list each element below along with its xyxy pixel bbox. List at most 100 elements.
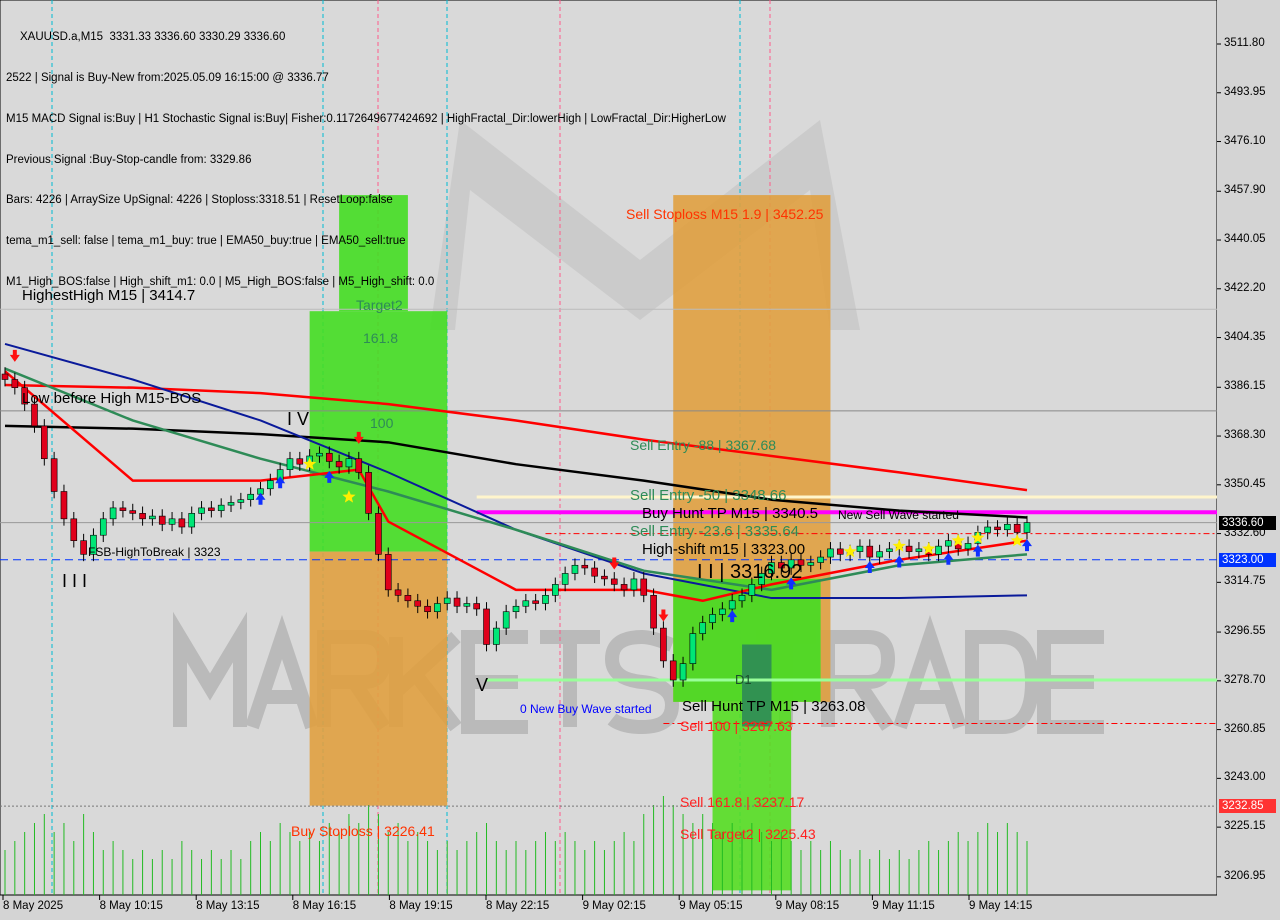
candle <box>109 501 117 526</box>
candle-body <box>227 502 235 506</box>
candle <box>945 533 952 553</box>
candle <box>316 446 323 463</box>
d1-label: D1 <box>735 672 752 687</box>
sell-entry-236-label: Sell Entry -23.6 | 3335.64 <box>630 523 799 540</box>
candle-body <box>473 603 480 610</box>
sell-target2-label: Sell Target2 | 3225.43 <box>680 826 816 842</box>
signal-zone <box>339 195 408 312</box>
chart-title: XAUUSD.a,M15 3331.33 3336.60 3330.29 333… <box>20 31 286 44</box>
candle-body <box>719 608 726 615</box>
info-line: M15 MACD Signal is:Buy | H1 Stochastic S… <box>6 112 726 125</box>
candle-body <box>1004 523 1011 531</box>
arrow-up-icon <box>1022 539 1032 552</box>
candle <box>807 555 815 573</box>
candle <box>876 544 883 564</box>
candle <box>404 588 412 608</box>
candle-body <box>119 507 127 511</box>
candle <box>90 528 97 562</box>
candle-body <box>1023 522 1031 533</box>
candle-body <box>778 562 785 569</box>
candle-body <box>699 622 707 634</box>
candle-body <box>316 452 323 457</box>
sell-entry-88-label: Sell Entry -88 | 3367.68 <box>630 437 777 453</box>
price-tick-label: 3404.35 <box>1224 330 1266 343</box>
fsb-label: FSB-HighToBreak | 3323 <box>88 545 221 559</box>
info-line: M1_High_BOS:false | High_shift_m1: 0.0 |… <box>6 275 435 288</box>
candle-body <box>856 545 864 552</box>
candle <box>188 506 196 534</box>
candle-body <box>787 559 795 569</box>
candle-body <box>365 472 372 514</box>
candle <box>856 539 864 559</box>
candle <box>158 509 166 532</box>
candle <box>620 577 628 597</box>
candle <box>778 555 785 575</box>
candle <box>660 621 667 668</box>
candle <box>345 451 353 474</box>
candle <box>443 591 451 611</box>
candle <box>601 569 608 586</box>
plot-area <box>0 0 1218 896</box>
candle <box>168 511 176 532</box>
candle-body <box>11 379 19 388</box>
price-tick-label: 3296.55 <box>1224 625 1266 638</box>
candle <box>689 626 697 671</box>
candle-body <box>610 578 618 585</box>
candle <box>512 599 520 619</box>
candle <box>699 615 707 641</box>
arrow-down-icon <box>658 609 669 622</box>
candle-body <box>99 518 107 536</box>
candle-body <box>60 491 68 520</box>
buy-stoploss-label: Buy Stoploss | 3226.41 <box>291 823 435 839</box>
candle-body <box>158 515 166 525</box>
arrow-up-icon <box>786 577 797 590</box>
price-tick-label: 3225.15 <box>1224 820 1266 833</box>
price-tick-label: 3368.30 <box>1224 429 1266 442</box>
candle-body <box>286 458 294 470</box>
watermark-letter <box>173 611 247 727</box>
candle-body <box>876 551 883 558</box>
candle-body <box>453 597 461 607</box>
new-sell-wave-label: New Sell Wave started <box>838 508 959 522</box>
candle <box>552 577 559 603</box>
candle <box>267 473 274 496</box>
candle <box>719 602 726 622</box>
candle-body <box>493 627 500 645</box>
candle <box>640 572 648 603</box>
candle-body <box>748 584 756 596</box>
candle <box>70 511 78 548</box>
candle-body <box>866 545 874 558</box>
price-tick-label: 3476.10 <box>1224 134 1266 147</box>
info-line: Previous Signal :Buy-Stop-candle from: 3… <box>6 153 252 166</box>
candle <box>296 451 304 472</box>
candle <box>217 498 225 518</box>
candle <box>493 621 500 652</box>
candle-body <box>797 559 805 566</box>
candle <box>610 572 618 592</box>
price-tick-label: 3457.90 <box>1224 184 1266 197</box>
watermark-logo-mark <box>430 120 860 330</box>
low-before-high-label: Low before High M15-BOS <box>22 390 202 407</box>
candle-body <box>964 543 972 550</box>
candle <box>463 596 471 614</box>
candle-body <box>728 600 736 610</box>
candle <box>836 542 844 562</box>
candle-body <box>355 458 363 473</box>
candle-body <box>571 564 579 574</box>
candle-body <box>463 603 471 607</box>
time-tick-label: 9 May 05:15 <box>679 900 743 912</box>
candle <box>561 566 569 592</box>
price-tick-label: 3422.20 <box>1224 281 1266 294</box>
candle-body <box>836 548 844 555</box>
candle-body <box>679 663 687 681</box>
high-shift-label: High-shift m15 | 3323.00 <box>642 541 806 558</box>
candle <box>60 484 68 526</box>
candle-body <box>601 575 608 580</box>
candle-body <box>237 499 245 503</box>
watermark-letter <box>604 629 680 735</box>
time-tick-label: 8 May 19:15 <box>389 900 453 912</box>
candle-body <box>552 584 559 596</box>
watermark-letter <box>1037 630 1104 734</box>
signal-zone <box>309 551 448 806</box>
